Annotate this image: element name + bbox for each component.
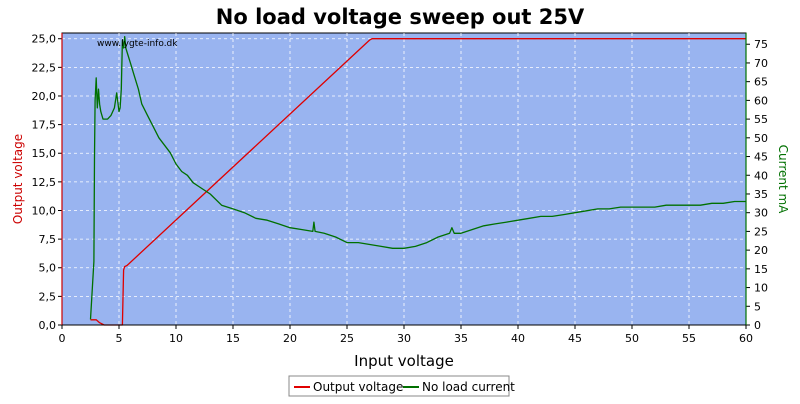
y-right-tick-label: 20	[754, 244, 768, 257]
x-tick-label: 25	[340, 332, 354, 345]
axes: 0 5 10 15 20 25 30 35 40 45 50 55 600,02,55,07,510,0…	[32, 33, 769, 345]
x-tick-label: 0	[59, 332, 66, 345]
series-line-no-load-current	[89, 36, 746, 320]
legend-box	[288, 375, 510, 397]
watermark: www.lygte-info.dk	[97, 39, 178, 49]
legend: Output voltage No load current	[288, 375, 515, 397]
x-tick-label: 50	[625, 332, 639, 345]
y-axis-right-label: Current mA	[776, 145, 790, 215]
x-tick-label: 55	[682, 332, 696, 345]
grid-lines	[62, 33, 746, 325]
y-right-tick-label: 60	[754, 94, 768, 107]
y-right-tick-label: 30	[754, 207, 768, 220]
y-right-tick-label: 50	[754, 132, 768, 145]
y-left-tick-label: 10,0	[32, 204, 57, 217]
y-right-tick-label: 75	[754, 38, 768, 51]
x-axis-label: Input voltage	[354, 352, 454, 370]
y-axis-left-label: Output voltage	[11, 134, 25, 224]
y-left-tick-label: 15,0	[32, 147, 57, 160]
y-left-tick-label: 0,0	[39, 319, 57, 332]
legend-label-current: No load current	[422, 380, 515, 394]
y-right-tick-label: 35	[754, 188, 768, 201]
y-right-tick-label: 45	[754, 151, 768, 164]
y-left-tick-label: 7,5	[39, 233, 57, 246]
y-right-tick-label: 0	[754, 319, 761, 332]
y-right-tick-label: 65	[754, 76, 768, 89]
y-right-tick-label: 55	[754, 113, 768, 126]
x-tick-label: 20	[283, 332, 297, 345]
x-tick-label: 10	[169, 332, 183, 345]
y-left-tick-label: 5,0	[39, 262, 57, 275]
y-right-tick-label: 25	[754, 225, 768, 238]
x-tick-label: 15	[226, 332, 240, 345]
y-right-tick-label: 5	[754, 300, 761, 313]
y-left-tick-label: 12,5	[32, 176, 57, 189]
y-right-tick-label: 10	[754, 282, 768, 295]
y-left-tick-label: 22,5	[32, 61, 57, 74]
x-tick-label: 45	[568, 332, 582, 345]
chart-title: No load voltage sweep out 25V	[216, 5, 585, 29]
x-tick-label: 40	[511, 332, 525, 345]
x-tick-label: 30	[397, 332, 411, 345]
x-tick-label: 35	[454, 332, 468, 345]
x-tick-label: 60	[739, 332, 753, 345]
y-right-tick-label: 15	[754, 263, 768, 276]
y-right-tick-label: 40	[754, 169, 768, 182]
y-left-tick-label: 25,0	[32, 33, 57, 46]
y-left-tick-label: 17,5	[32, 119, 57, 132]
y-left-tick-label: 20,0	[32, 90, 57, 103]
x-tick-label: 5	[116, 332, 123, 345]
y-left-tick-label: 2,5	[39, 290, 57, 303]
legend-label-voltage: Output voltage	[313, 380, 403, 394]
y-right-tick-label: 70	[754, 57, 768, 70]
